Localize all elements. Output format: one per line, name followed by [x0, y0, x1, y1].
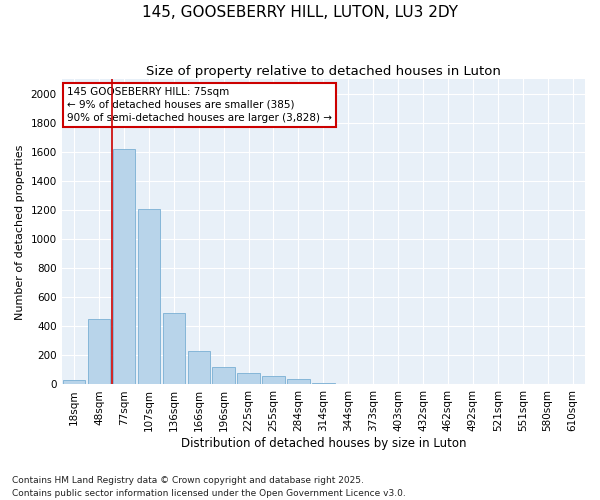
- Bar: [238, 373, 260, 384]
- Bar: [188, 351, 210, 384]
- Title: Size of property relative to detached houses in Luton: Size of property relative to detached ho…: [146, 65, 501, 78]
- Y-axis label: Number of detached properties: Number of detached properties: [15, 144, 25, 320]
- Bar: [287, 380, 310, 384]
- Bar: [262, 376, 285, 384]
- Text: 145 GOOSEBERRY HILL: 75sqm
← 9% of detached houses are smaller (385)
90% of semi: 145 GOOSEBERRY HILL: 75sqm ← 9% of detac…: [67, 87, 332, 123]
- Bar: [63, 380, 85, 384]
- Bar: [88, 319, 110, 384]
- Text: Contains HM Land Registry data © Crown copyright and database right 2025.
Contai: Contains HM Land Registry data © Crown c…: [12, 476, 406, 498]
- X-axis label: Distribution of detached houses by size in Luton: Distribution of detached houses by size …: [181, 437, 466, 450]
- Bar: [212, 367, 235, 384]
- Bar: [137, 208, 160, 384]
- Bar: [163, 313, 185, 384]
- Bar: [312, 383, 335, 384]
- Bar: [113, 149, 135, 384]
- Text: 145, GOOSEBERRY HILL, LUTON, LU3 2DY: 145, GOOSEBERRY HILL, LUTON, LU3 2DY: [142, 5, 458, 20]
